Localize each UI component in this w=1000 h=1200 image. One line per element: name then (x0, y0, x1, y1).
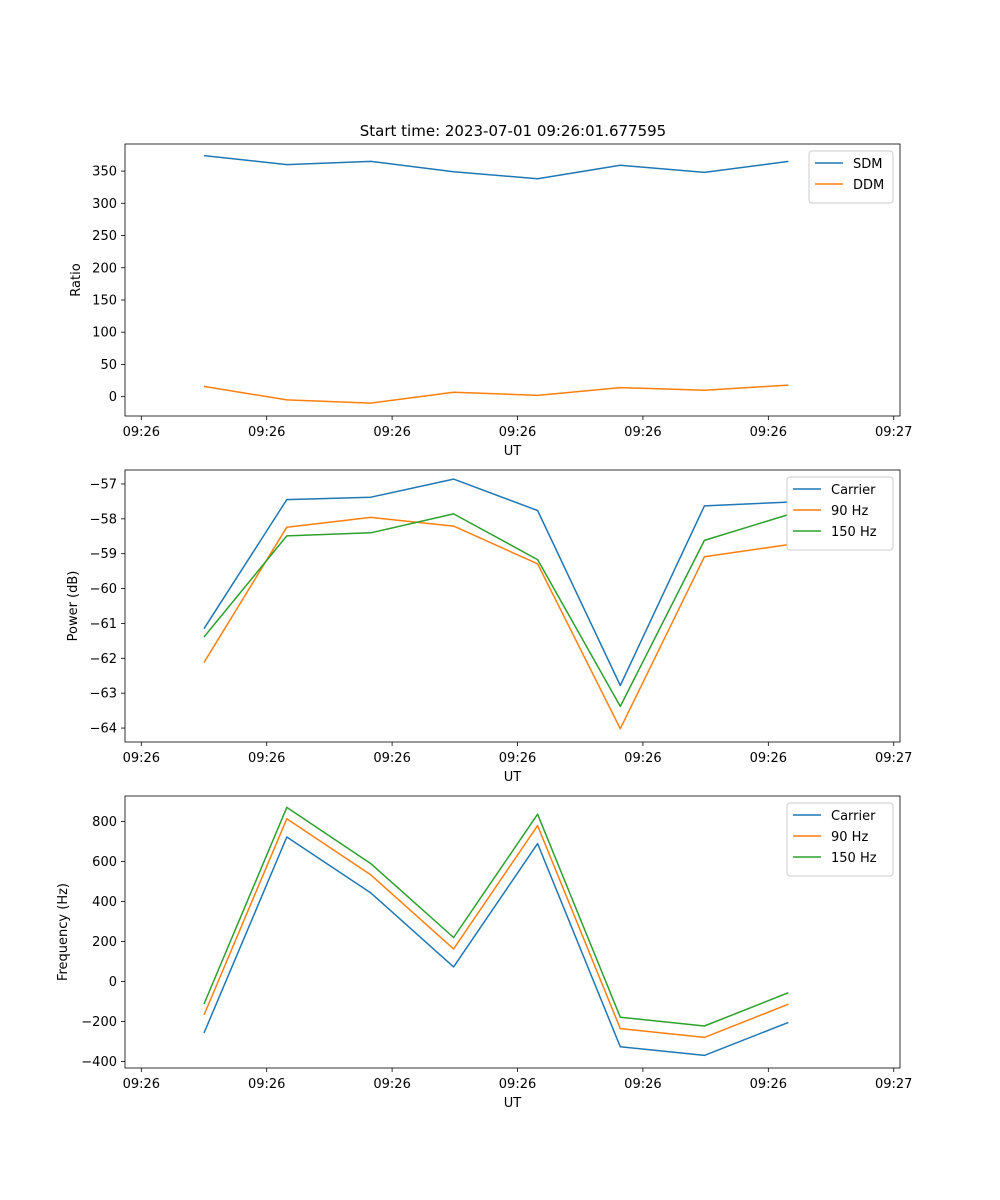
legend: Carrier 90 Hz 150 Hz (786, 802, 894, 877)
plot-area (203, 478, 789, 730)
x-tick-label: 09:26 (248, 751, 285, 766)
axes-frame (124, 143, 901, 417)
x-tick-label: 09:27 (875, 1077, 912, 1092)
x-tick-label: 09:26 (624, 425, 661, 440)
y-tick-label: 600 (92, 855, 117, 870)
legend-label: SDM (853, 157, 882, 172)
series-line-90-hz (203, 516, 789, 730)
y-tick-label: 100 (92, 326, 117, 341)
y-tick-label: 150 (92, 293, 117, 308)
legend: Carrier 90 Hz 150 Hz (786, 476, 894, 551)
y-tick-label: 50 (100, 358, 117, 373)
chart-panel-3: 09:26 09:26 09:26 09:26 09:26 09:26 09:27 −400 −… (56, 795, 912, 1111)
y-tick-label: −62 (90, 652, 117, 667)
plot-area (203, 806, 789, 1057)
axes-frame (124, 795, 901, 1069)
x-tick-label: 09:26 (248, 425, 285, 440)
x-axis-label: UT (504, 444, 522, 459)
y-tick-label: −60 (90, 582, 117, 597)
y-tick-label: 800 (92, 815, 117, 830)
legend-label: 150 Hz (831, 851, 877, 866)
y-tick-label: −58 (90, 512, 117, 527)
y-axis-label: Power (dB) (66, 571, 81, 642)
legend-label: 90 Hz (831, 830, 868, 845)
x-tick-label: 09:27 (875, 751, 912, 766)
y-tick-label: −64 (90, 722, 117, 737)
y-tick-label: −61 (90, 617, 117, 632)
y-tick-label: −57 (90, 477, 117, 492)
legend-label: Carrier (831, 483, 876, 498)
legend: SDM DDM (808, 150, 894, 204)
x-tick-label: 09:26 (123, 751, 160, 766)
y-tick-label: 350 (92, 165, 117, 180)
legend-label: 90 Hz (831, 504, 868, 519)
chart-panels: 09:26 09:26 09:26 09:26 09:26 09:26 09:27 0 50 10… (56, 143, 912, 1111)
chart-panel-1: 09:26 09:26 09:26 09:26 09:26 09:26 09:27 0 50 10… (69, 143, 912, 459)
legend-label: 150 Hz (831, 525, 877, 540)
x-axis-label: UT (504, 1096, 522, 1111)
x-tick-label: 09:26 (373, 751, 410, 766)
y-tick-label: −400 (81, 1055, 117, 1070)
x-tick-label: 09:26 (123, 1077, 160, 1092)
x-axis-label: UT (504, 770, 522, 785)
x-tick-label: 09:26 (373, 425, 410, 440)
y-axis-label: Frequency (Hz) (56, 883, 71, 981)
legend-box (808, 150, 894, 204)
series-line-150-hz (203, 806, 789, 1027)
x-tick-label: 09:26 (750, 751, 787, 766)
x-tick-label: 09:26 (123, 425, 160, 440)
y-tick-label: 0 (109, 975, 117, 990)
series-line-sdm (203, 154, 789, 180)
x-tick-label: 09:26 (624, 1077, 661, 1092)
y-axis-label: Ratio (69, 263, 84, 296)
y-tick-label: 400 (92, 895, 117, 910)
y-tick-label: 250 (92, 229, 117, 244)
series-line-carrier (203, 836, 789, 1057)
y-tick-label: 0 (109, 390, 117, 405)
y-tick-label: 300 (92, 197, 117, 212)
x-tick-label: 09:26 (499, 751, 536, 766)
series-line-ddm (203, 384, 789, 404)
series-line-carrier (203, 478, 789, 687)
series-line-150-hz (203, 513, 789, 708)
legend-label: Carrier (831, 809, 876, 824)
x-tick-label: 09:26 (373, 1077, 410, 1092)
x-tick-label: 09:26 (248, 1077, 285, 1092)
x-tick-label: 09:26 (750, 425, 787, 440)
x-tick-label: 09:26 (624, 751, 661, 766)
figure-title: Start time: 2023-07-01 09:26:01.677595 (360, 122, 666, 140)
y-tick-label: 200 (92, 935, 117, 950)
y-tick-label: 200 (92, 261, 117, 276)
plot-area (203, 154, 789, 404)
axes-frame (124, 469, 901, 743)
y-tick-label: −63 (90, 687, 117, 702)
y-tick-label: −59 (90, 547, 117, 562)
x-tick-label: 09:26 (499, 425, 536, 440)
x-tick-label: 09:26 (499, 1077, 536, 1092)
x-tick-label: 09:27 (875, 425, 912, 440)
chart-panel-2: 09:26 09:26 09:26 09:26 09:26 09:26 09:27 −64 −6… (66, 469, 912, 785)
legend-label: DDM (853, 178, 884, 193)
series-line-90-hz (203, 818, 789, 1039)
x-tick-label: 09:26 (750, 1077, 787, 1092)
y-tick-label: −200 (81, 1015, 117, 1030)
